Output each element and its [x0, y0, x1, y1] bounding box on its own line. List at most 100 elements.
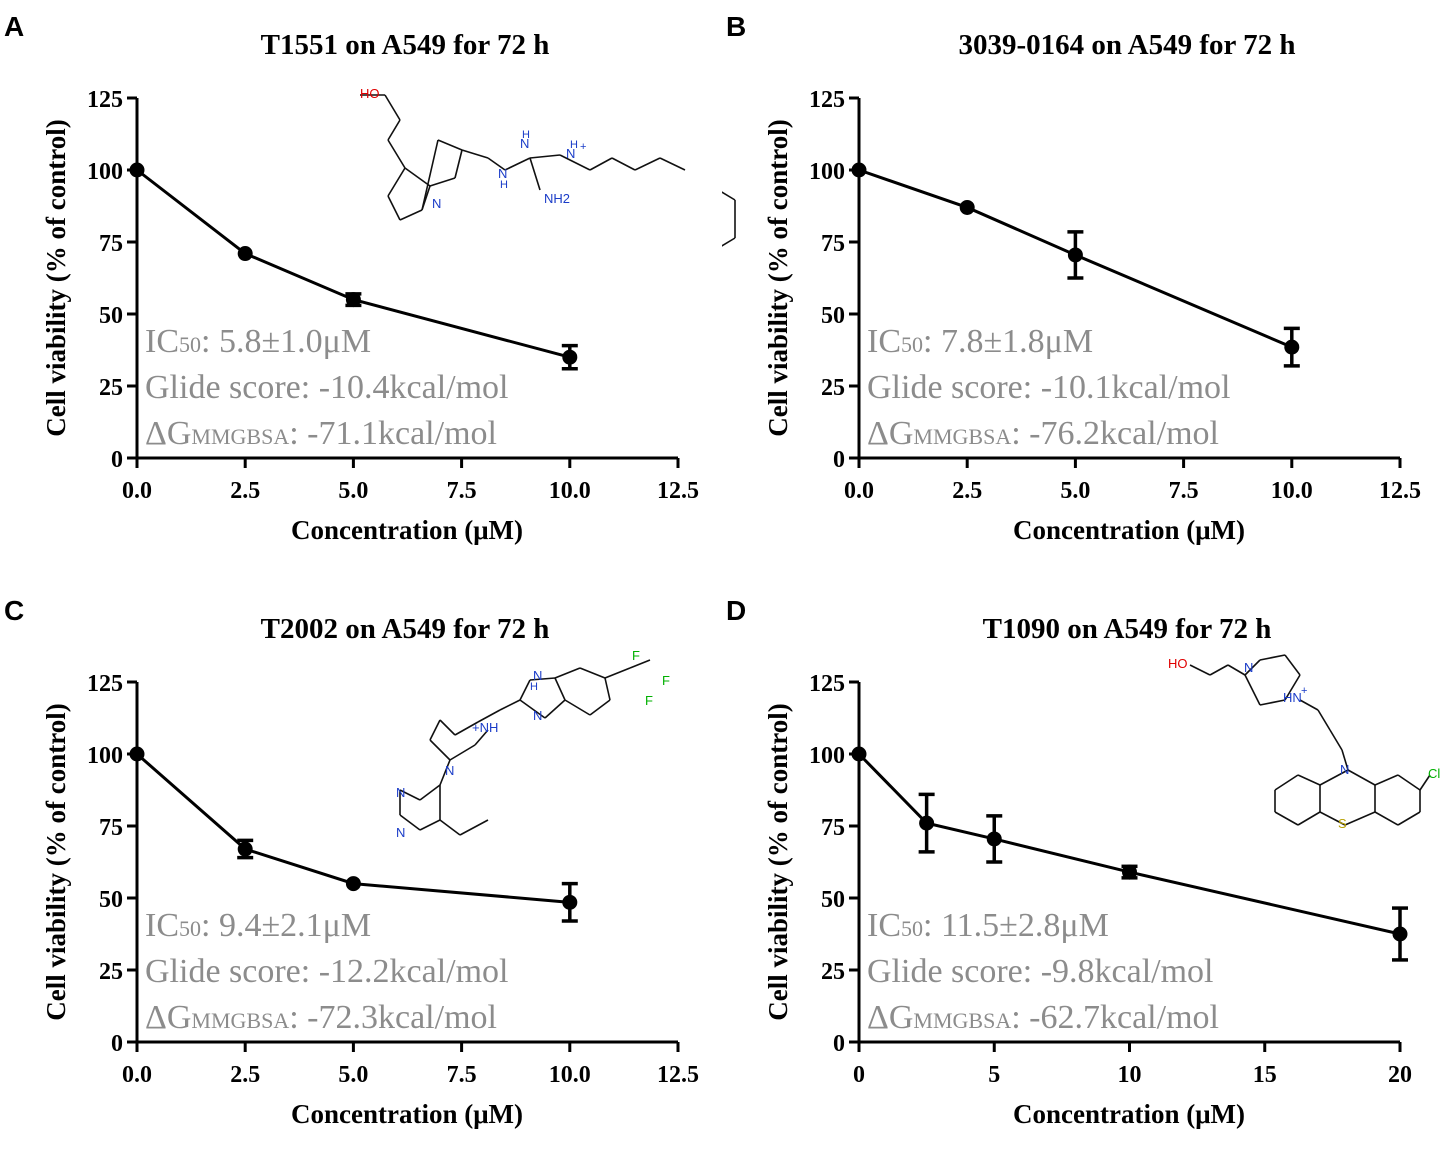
- x-tick-label: 20: [1388, 1062, 1412, 1088]
- x-tick-label: 12.5: [657, 478, 699, 504]
- panel-d: D T1090 on A549 for 72 h 0 25 50 75 100 125 0 5 10…: [722, 584, 1449, 1156]
- bond: [579, 667, 606, 679]
- atom-label: N: [1244, 660, 1253, 675]
- x-tick-label: 2.5: [952, 478, 982, 504]
- bond: [544, 699, 566, 719]
- y-tick-label: 50: [821, 887, 845, 913]
- panel-label: D: [726, 595, 746, 626]
- bond: [387, 195, 401, 221]
- y-tick-label: 125: [87, 671, 123, 697]
- y-axis-label: Cell viability (% of control): [763, 119, 793, 436]
- atom-label: S: [1338, 816, 1347, 831]
- atom-label: H: [530, 681, 538, 693]
- glide-score-annotation: Glide score: -10.1kcal/mol: [867, 369, 1231, 406]
- atom-label: +: [580, 141, 586, 153]
- x-tick-label: 7.5: [447, 1062, 477, 1088]
- bond: [387, 167, 406, 197]
- x-tick-label: 2.5: [230, 1062, 260, 1088]
- delta-g-label: ΔG: [867, 415, 913, 452]
- y-tick-label: 125: [809, 87, 845, 113]
- atom-label: N: [533, 668, 542, 683]
- panel-c: C T2002 on A549 for 72 h 0 25 50 75 100 125 0.0 2…: [0, 584, 727, 1156]
- y-tick-label: 25: [821, 375, 845, 401]
- x-tick-label: 7.5: [447, 478, 477, 504]
- delta-g-annotation: ΔGMMGBSA: -71.1kcal/mol: [145, 415, 497, 452]
- ic50-subscript: 50: [179, 916, 201, 941]
- data-point: [986, 831, 1002, 847]
- y-tick-label: 25: [99, 959, 123, 985]
- bond: [399, 814, 421, 831]
- x-tick-label: 0.0: [122, 1062, 152, 1088]
- x-tick-label: 15: [1253, 1062, 1277, 1088]
- x-tick-label: 0.0: [122, 478, 152, 504]
- bond: [439, 759, 451, 786]
- bond: [461, 149, 489, 159]
- bond: [1274, 774, 1299, 791]
- y-tick-label: 125: [87, 87, 123, 113]
- x-tick-label: 0: [853, 1062, 865, 1088]
- bond: [384, 94, 401, 121]
- bond: [1374, 774, 1399, 786]
- bond: [519, 699, 546, 719]
- bond: [589, 157, 613, 171]
- bond: [1259, 699, 1286, 706]
- y-tick-label: 0: [111, 1031, 123, 1057]
- chart-title: T2002 on A549 for 72 h: [261, 613, 550, 645]
- bond: [1347, 769, 1376, 786]
- chart-a: A T1551 on A549 for 72 h 0 25 50 75 100 125 0.0 2…: [4, 11, 699, 545]
- y-tick-label: 100: [87, 743, 123, 769]
- glide-score-annotation: Glide score: -9.8kcal/mol: [867, 953, 1214, 990]
- bond: [1319, 769, 1349, 786]
- ic50-annotation: IC50: 7.8±1.8μM: [867, 323, 1093, 360]
- bond: [459, 819, 489, 836]
- data-point: [919, 815, 935, 831]
- series-line: [136, 752, 570, 904]
- bond: [1284, 674, 1301, 701]
- atom-label: N: [396, 785, 405, 800]
- data-point: [129, 162, 145, 178]
- panel-label: B: [726, 11, 746, 42]
- x-tick-label: 10.0: [1271, 478, 1313, 504]
- delta-g-value: : -76.2kcal/mol: [1011, 415, 1219, 452]
- bond: [477, 709, 501, 723]
- y-axis-label: Cell viability (% of control): [41, 703, 71, 1020]
- chart-title: T1090 on A549 for 72 h: [983, 613, 1272, 645]
- bond: [604, 677, 611, 701]
- delta-g-label: ΔG: [867, 999, 913, 1036]
- bond: [1419, 774, 1431, 791]
- panel-label: C: [4, 595, 24, 626]
- bond: [439, 719, 456, 736]
- ic50-label: IC: [145, 323, 179, 360]
- x-tick-label: 10: [1118, 1062, 1142, 1088]
- data-point: [562, 349, 578, 365]
- bond: [1244, 674, 1261, 706]
- delta-g-label: ΔG: [145, 415, 191, 452]
- bond: [529, 677, 556, 681]
- bond: [1299, 699, 1319, 711]
- y-tick-label: 75: [821, 815, 845, 841]
- bond: [474, 729, 489, 746]
- bond: [387, 119, 401, 141]
- bond: [529, 154, 561, 159]
- atom-label: N: [566, 146, 575, 161]
- bond: [1189, 664, 1211, 676]
- ic50-annotation: IC50: 9.4±2.1μM: [145, 907, 371, 944]
- x-tick-label: 0.0: [844, 478, 874, 504]
- atom-label: N: [520, 136, 529, 151]
- bond: [1297, 811, 1321, 826]
- atom-label: F: [645, 693, 653, 708]
- delta-g-subscript: MMGBSA: [913, 1008, 1011, 1033]
- bond: [1319, 811, 1346, 826]
- panel-a: A T1551 on A549 for 72 h 0 25 50 75 100 125 0.0 2…: [0, 0, 727, 572]
- bond: [504, 157, 531, 171]
- ic50-annotation: IC50: 11.5±2.8μM: [867, 907, 1109, 944]
- atom-label: N: [1340, 762, 1349, 777]
- y-tick-label: 100: [87, 159, 123, 185]
- y-tick-label: 0: [111, 447, 123, 473]
- data-point: [345, 292, 361, 308]
- ic50-subscript: 50: [179, 332, 201, 357]
- atom-label: H: [522, 129, 530, 141]
- atom-label: Cl: [1428, 766, 1440, 781]
- y-tick-label: 75: [821, 231, 845, 257]
- ic50-annotation: IC50: 5.8±1.0μM: [145, 323, 371, 360]
